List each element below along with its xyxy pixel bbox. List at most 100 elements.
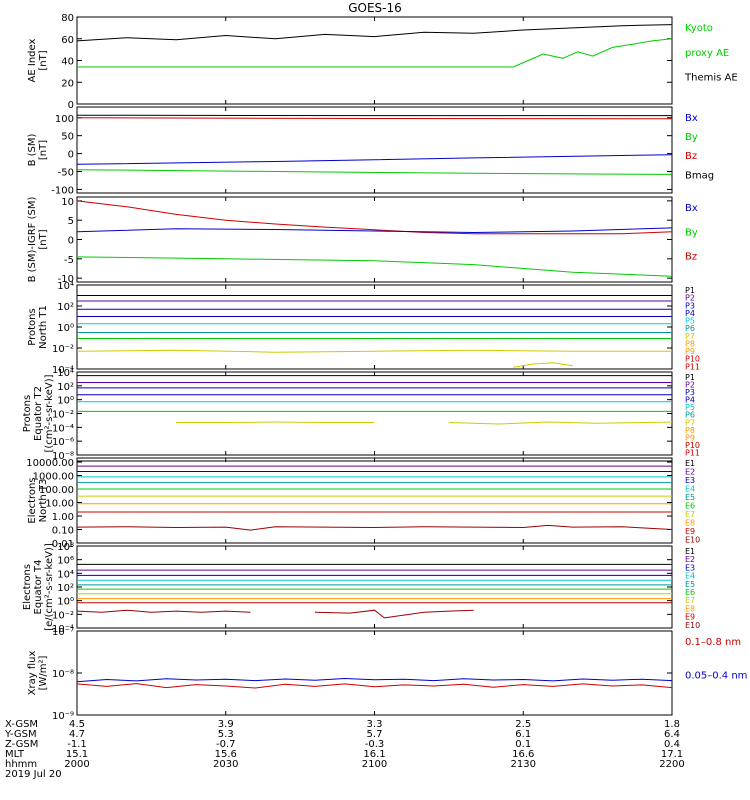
y-tick-label: 10⁻⁴ xyxy=(52,423,74,434)
y-tick-label: 20 xyxy=(61,78,74,89)
y-tick-label: 10⁰ xyxy=(57,396,74,407)
ephemeris-row-label: Y-GSM xyxy=(4,729,37,740)
legend-entry: P1 xyxy=(685,373,695,382)
legend-entry: Bmag xyxy=(685,170,714,181)
y-tick-label: 10⁻⁹ xyxy=(52,711,74,722)
y-axis-label: [nT] xyxy=(38,229,49,249)
series-line-0 xyxy=(76,200,673,235)
legend-entry: P5 xyxy=(685,403,695,412)
y-axis-label: Equator T4 xyxy=(33,560,44,615)
legend-entry: 0.05–0.4 nm xyxy=(685,671,747,682)
y-axis-label: Electrons xyxy=(27,477,38,523)
y-tick-label: 0.10 xyxy=(52,526,74,537)
ephemeris-value: 0.1 xyxy=(515,739,531,750)
panel-frame xyxy=(76,106,673,194)
ephemeris-value: 3.3 xyxy=(367,719,383,730)
panel-frame xyxy=(76,196,673,283)
y-tick-label: 10⁰ xyxy=(57,323,74,334)
y-tick-label: 50 xyxy=(61,132,74,143)
y-tick-label: 5 xyxy=(68,216,74,227)
date-label: 2019 Jul 20 xyxy=(5,769,62,780)
series-line-7 xyxy=(448,421,673,425)
legend-entry: E2 xyxy=(685,555,695,564)
ephemeris-value: 2100 xyxy=(362,759,387,770)
panel-electrons_t4: 10⁸ 10⁶ 10⁴ 10² 10⁰ 10⁻² 10⁻⁴ Electrons Equator … xyxy=(22,542,700,635)
legend-entry: P4 xyxy=(685,309,695,318)
series-line-10 xyxy=(314,609,474,619)
legend-entry: P5 xyxy=(685,317,695,326)
panel-frame xyxy=(76,457,673,544)
legend-entry: E4 xyxy=(685,485,695,494)
legend-entry: E3 xyxy=(685,476,695,485)
legend-entry: Bz xyxy=(685,252,697,263)
legend-entry: E1 xyxy=(685,459,695,468)
panel-frame xyxy=(76,630,673,716)
panel-frame xyxy=(76,371,673,456)
ephemeris-row-label: X-GSM xyxy=(5,719,38,730)
y-tick-label: 10² xyxy=(57,583,74,594)
legend-entry: P2 xyxy=(685,381,695,390)
legend-entry: Bx xyxy=(685,113,698,124)
legend-entry: P7 xyxy=(685,332,695,341)
panel-frame xyxy=(76,284,673,370)
ephemeris-value: 4.5 xyxy=(69,719,85,730)
y-tick-label: 80 xyxy=(61,13,74,24)
legend-entry: P6 xyxy=(685,411,695,420)
series-line-1 xyxy=(77,38,673,68)
y-axis-label: B (SM) xyxy=(27,133,38,166)
legend-entry: E6 xyxy=(685,588,695,597)
y-tick-label: 0.01 xyxy=(52,539,74,550)
y-tick-label: 0 xyxy=(68,100,74,111)
panel-protons_t2: 10⁴ 10² 10⁰ 10⁻² 10⁻⁴ 10⁻⁶ 10⁻⁸ Protons Equator … xyxy=(22,368,700,462)
legend-entry: P2 xyxy=(685,294,695,303)
legend-entry: Bz xyxy=(685,151,697,162)
y-tick-label: 0 xyxy=(68,236,74,247)
legend-entry: P11 xyxy=(685,448,700,457)
y-tick-label: 10² xyxy=(57,302,74,313)
y-tick-label: 10 xyxy=(61,197,74,208)
legend-entry: By xyxy=(685,132,698,143)
legend-entry: P3 xyxy=(685,301,695,310)
ephemeris-value: 17.1 xyxy=(661,749,683,760)
series-line-9 xyxy=(76,524,673,531)
y-tick-label: 10⁴ xyxy=(57,281,74,292)
y-tick-label: 10⁻² xyxy=(52,410,74,421)
y-tick-label: 1.00 xyxy=(52,512,74,523)
y-tick-label: 100 xyxy=(55,114,74,125)
ephemeris-value: 15.6 xyxy=(215,749,237,760)
y-tick-label: 10⁴ xyxy=(57,368,74,379)
y-tick-label: 60 xyxy=(61,35,74,46)
y-tick-label: -50 xyxy=(58,168,74,179)
ephemeris-value: 0.4 xyxy=(664,739,680,750)
panel-bsm: 100 50 0 -50 -100 B (SM) [nT] Bx By Bz Bmag xyxy=(27,106,714,196)
legend-entry: E2 xyxy=(685,468,695,477)
series-line-0 xyxy=(76,677,673,683)
y-axis-label: Xray flux xyxy=(27,651,38,696)
ephemeris-value: 5.7 xyxy=(367,729,383,740)
ephemeris-value: -0.7 xyxy=(216,739,236,750)
legend-entry: Themis AE xyxy=(684,73,738,84)
ephemeris-value: 2200 xyxy=(659,759,684,770)
y-axis-label: Protons xyxy=(22,395,33,432)
panel-frame xyxy=(76,545,673,629)
legend-entry: E9 xyxy=(685,527,695,536)
y-axis-label: [nT] xyxy=(38,50,49,70)
y-axis-label: [(cm²-s-sr-keV)] xyxy=(44,374,55,452)
y-tick-label: 10⁴ xyxy=(57,569,74,580)
panel-frame xyxy=(76,16,673,105)
ephemeris-value: 2000 xyxy=(64,759,89,770)
y-axis-label: [nT] xyxy=(38,140,49,160)
legend-entry: P11 xyxy=(685,362,700,371)
legend-entry: E10 xyxy=(685,621,700,630)
y-tick-label: 10⁻⁷ xyxy=(52,627,74,638)
y-axis-label: [e/(cm²-s-sr-keV)] xyxy=(44,543,55,631)
series-line-8 xyxy=(513,362,573,368)
series-line-6 xyxy=(176,421,375,423)
legend-entry: Bx xyxy=(685,203,698,214)
y-tick-label: 40 xyxy=(61,57,74,68)
ephemeris-value: -1.1 xyxy=(67,739,87,750)
legend-entry: P9 xyxy=(685,347,695,356)
y-axis-label: North T1 xyxy=(38,305,49,349)
legend-entry: P8 xyxy=(685,339,695,348)
